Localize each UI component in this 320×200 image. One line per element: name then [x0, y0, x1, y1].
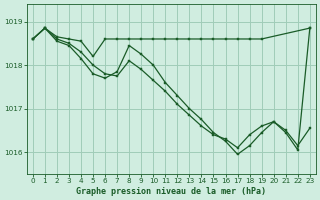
X-axis label: Graphe pression niveau de la mer (hPa): Graphe pression niveau de la mer (hPa): [76, 187, 266, 196]
